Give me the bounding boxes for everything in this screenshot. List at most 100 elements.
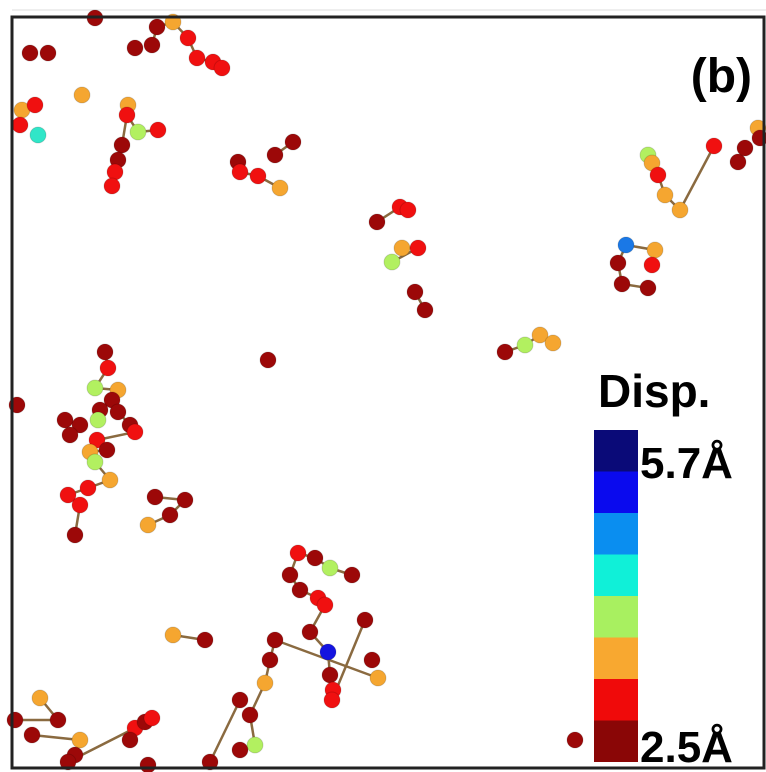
atom <box>39 44 57 62</box>
atom <box>179 29 197 47</box>
atom <box>343 566 361 584</box>
atom <box>31 689 49 707</box>
atom <box>66 526 84 544</box>
colorbar-title: Disp. <box>598 365 710 417</box>
atom <box>61 426 79 444</box>
atom <box>306 549 324 567</box>
atom <box>126 423 144 441</box>
atom <box>143 709 161 727</box>
atom <box>363 651 381 669</box>
atom <box>649 166 667 184</box>
atom <box>11 116 29 134</box>
atom <box>121 731 139 749</box>
atom <box>393 239 411 257</box>
atom <box>383 253 401 271</box>
atom <box>368 213 386 231</box>
atom <box>416 301 434 319</box>
atom <box>139 516 157 534</box>
atom <box>49 711 67 729</box>
atom <box>249 167 267 185</box>
atom <box>356 611 374 629</box>
atom <box>496 343 514 361</box>
atom <box>256 674 274 692</box>
atom <box>113 136 131 154</box>
atom <box>241 706 259 724</box>
atom <box>246 736 264 754</box>
atom <box>103 177 121 195</box>
atom <box>316 596 334 614</box>
atom <box>289 544 307 562</box>
atom <box>6 711 24 729</box>
atom <box>406 283 424 301</box>
atom <box>201 753 219 771</box>
atom <box>71 416 89 434</box>
atom <box>323 691 341 709</box>
atom <box>213 59 231 77</box>
atom <box>73 86 91 104</box>
atom <box>284 133 302 151</box>
atom <box>646 241 664 259</box>
atom <box>736 139 754 157</box>
atom <box>96 343 114 361</box>
atom <box>59 753 77 771</box>
atom <box>705 137 723 155</box>
atom <box>164 626 182 644</box>
atom <box>266 146 284 164</box>
atom <box>118 106 136 124</box>
atom <box>86 379 104 397</box>
atom <box>146 488 164 506</box>
frame <box>10 15 766 770</box>
atom <box>161 506 179 524</box>
atoms <box>6 9 766 772</box>
atom <box>23 726 41 744</box>
colorbar-segment <box>594 554 638 596</box>
atom <box>176 491 194 509</box>
atom <box>26 96 44 114</box>
atom <box>21 44 39 62</box>
atom <box>266 631 284 649</box>
atom <box>99 359 117 377</box>
atom <box>516 336 534 354</box>
atom <box>531 326 549 344</box>
colorbar-segment <box>594 430 638 472</box>
atom <box>319 643 337 661</box>
atom <box>59 486 77 504</box>
atom <box>148 18 166 36</box>
atom <box>301 623 319 641</box>
atom <box>259 351 277 369</box>
atom <box>261 651 279 669</box>
atom <box>126 39 144 57</box>
colorbar-segment <box>594 471 638 513</box>
atom <box>643 256 661 274</box>
atom <box>613 275 631 293</box>
panel-label: (b) <box>691 50 752 103</box>
atom <box>409 239 427 257</box>
atom <box>281 566 299 584</box>
atom <box>231 741 249 759</box>
colorbar-min-label: 2.5Å <box>640 723 733 772</box>
atom <box>129 123 147 141</box>
colorbar-segment <box>594 720 638 762</box>
atom <box>29 126 47 144</box>
atom <box>98 441 116 459</box>
atom <box>56 411 74 429</box>
atom <box>271 179 289 197</box>
atom <box>544 334 562 352</box>
colorbar-max-label: 5.7Å <box>640 439 733 488</box>
atom <box>88 431 106 449</box>
atom <box>149 121 167 139</box>
bond <box>678 145 716 211</box>
atom <box>109 403 127 421</box>
atom <box>231 163 249 181</box>
atom <box>321 559 339 577</box>
atom <box>369 669 387 687</box>
atom <box>89 411 107 429</box>
atom <box>729 153 747 171</box>
atom <box>196 631 214 649</box>
atom <box>617 236 635 254</box>
atom <box>231 691 249 709</box>
atom <box>71 731 89 749</box>
colorbar-segment <box>594 513 638 555</box>
atom <box>566 731 584 749</box>
